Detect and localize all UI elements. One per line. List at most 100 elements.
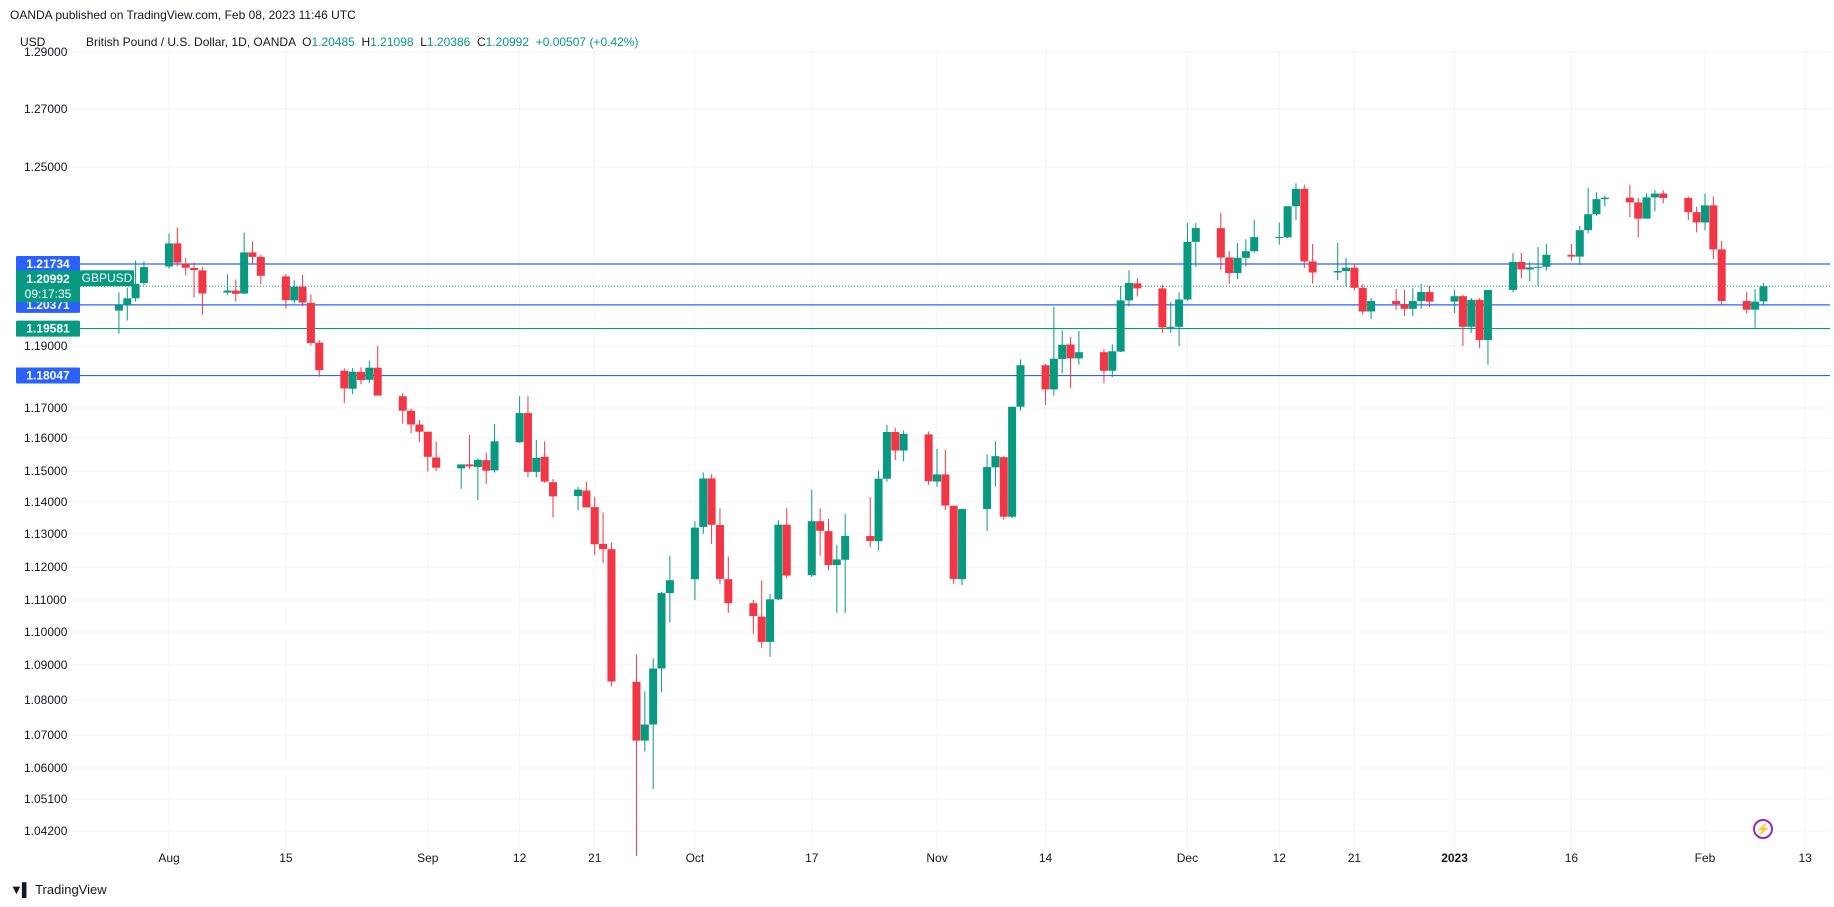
x-tick-label: 2023 (1441, 851, 1468, 865)
candle (1542, 244, 1551, 271)
candle (824, 518, 833, 571)
candle-body (523, 413, 532, 472)
x-tick-label: Oct (686, 851, 705, 865)
candle-body (114, 305, 123, 311)
candle (1751, 289, 1760, 328)
candle-body (123, 298, 132, 306)
candle-body (256, 256, 265, 276)
candle (882, 424, 891, 482)
change-value: +0.00507 (+0.42%) (535, 35, 639, 49)
candle (816, 508, 825, 556)
candle (1358, 284, 1367, 315)
candle-body (949, 505, 958, 579)
candle-body (373, 367, 382, 396)
candle (774, 520, 783, 600)
candle (423, 431, 432, 472)
candle-body (1016, 365, 1025, 407)
candle (231, 279, 240, 302)
candle (1425, 286, 1434, 307)
candle-body (782, 524, 791, 576)
candle-body (657, 593, 666, 669)
level-badge (16, 255, 80, 272)
candle (1709, 196, 1718, 259)
candle (1367, 298, 1376, 319)
candle-body (298, 286, 307, 303)
time-axis[interactable]: Aug 15 Sep 12 21 Oct 17 Nov 14 Dec 12 21 2023 16 Feb 13 (158, 851, 1812, 865)
candle-body (1058, 344, 1067, 360)
x-tick-label: 14 (1039, 851, 1053, 865)
candle-body (223, 290, 232, 293)
candle (165, 233, 173, 269)
candle-body (1074, 352, 1083, 359)
candle (398, 393, 407, 424)
candle-body (173, 243, 182, 263)
candle-body (1275, 237, 1284, 239)
candle (1008, 406, 1017, 518)
y-tick-label: 1.19000 (24, 339, 68, 353)
candle (114, 292, 123, 334)
candle-body (933, 474, 941, 482)
candle-body (1342, 267, 1351, 271)
candle (365, 360, 374, 384)
x-tick-label: 12 (513, 851, 527, 865)
candle (1467, 298, 1476, 333)
candle (1483, 289, 1492, 365)
candle (766, 594, 775, 657)
tradingview-footer[interactable]: ▼▌ TradingView (10, 882, 107, 897)
symbol-legend: British Pound / U.S. Dollar, 1D, OANDA O… (86, 35, 638, 49)
candle (874, 471, 883, 551)
candle (1133, 278, 1142, 297)
candle-body (874, 478, 883, 542)
candle-body (1534, 266, 1543, 268)
candle-body (632, 681, 641, 741)
candle (933, 448, 941, 487)
candle-body (181, 263, 190, 268)
candle (281, 274, 290, 309)
candle-body (999, 457, 1008, 517)
candle-body (306, 302, 315, 343)
candle (1450, 289, 1459, 313)
candle (315, 340, 324, 377)
candle-body (599, 543, 608, 550)
candle-body (1191, 228, 1200, 242)
candle-body (490, 441, 499, 471)
candle-body (1392, 301, 1401, 304)
candle (357, 367, 365, 385)
candle (1291, 183, 1300, 221)
candle-body (607, 549, 616, 682)
candle-body (357, 371, 365, 381)
level-badge (16, 367, 80, 384)
candle (1600, 195, 1609, 207)
low-label: L (420, 35, 427, 49)
candle (1275, 222, 1284, 245)
candle (891, 427, 900, 461)
candle-body (1542, 254, 1551, 267)
candle-body (1575, 230, 1584, 257)
candle-body (165, 243, 173, 267)
candle-body (1567, 254, 1576, 257)
candle-body (807, 521, 816, 576)
candle-body (1241, 251, 1250, 258)
candle (532, 439, 541, 478)
candle (941, 449, 950, 510)
lightning-bolt-icon[interactable]: ⚡ (1753, 819, 1773, 839)
candle-body (1634, 202, 1643, 219)
candle (1584, 187, 1593, 234)
candle (1066, 337, 1075, 388)
candle (1592, 192, 1601, 216)
candle (715, 508, 724, 585)
candle-body (348, 371, 357, 389)
price-axis[interactable]: 1.04200 1.05100 1.06000 1.07000 1.08000 1.090… (24, 45, 68, 838)
candle-body (1467, 299, 1476, 327)
candle (1534, 247, 1543, 286)
candle (1625, 184, 1634, 218)
candle-body (1108, 351, 1117, 371)
candle (1408, 288, 1417, 316)
candle-body (1684, 197, 1693, 213)
y-tick-label: 1.10000 (24, 625, 68, 639)
candle-body (749, 603, 758, 616)
y-tick-label: 1.29000 (24, 45, 68, 59)
candle (724, 556, 733, 613)
candle (999, 456, 1008, 520)
